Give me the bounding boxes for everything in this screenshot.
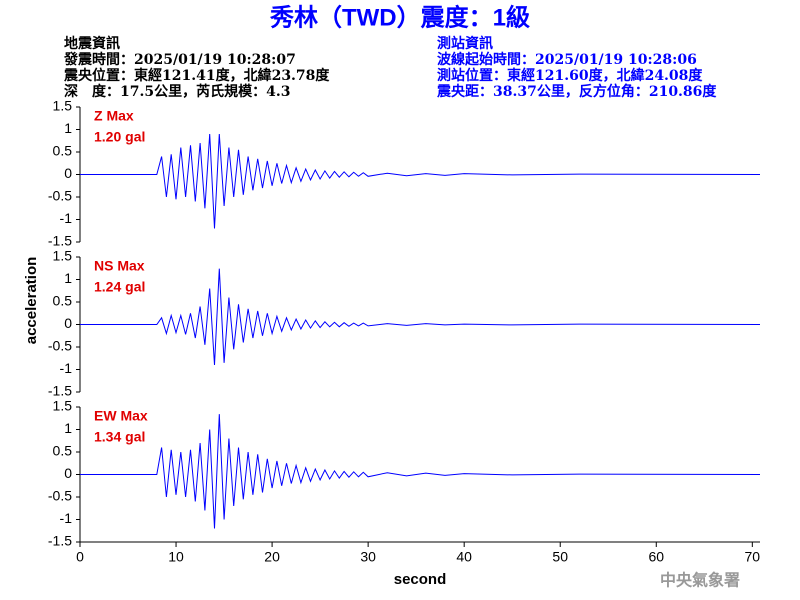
max-value: 1.24 gal <box>94 279 145 295</box>
y-tick-label: -1 <box>60 210 73 226</box>
event-info: 地震資訊 發震時間：2025/01/19 10:28:07 震央位置：東經121… <box>63 35 330 100</box>
station-info: 測站資訊 波線起始時間：2025/01/19 10:28:06 測站位置：東經1… <box>436 35 717 100</box>
y-tick-label: -1.5 <box>48 383 72 399</box>
y-tick-label: 1.5 <box>53 398 73 414</box>
y-tick-label: 0.5 <box>53 293 73 309</box>
x-tick-label: 10 <box>168 549 184 565</box>
x-tick-label: 0 <box>76 549 84 565</box>
max-label: NS Max <box>94 258 145 274</box>
y-tick-label: -0.5 <box>48 488 72 504</box>
y-tick-label: 1.5 <box>53 98 73 114</box>
waveform <box>80 414 761 529</box>
y-tick-label: 0 <box>64 465 72 481</box>
info-line: 測站位置：東經121.60度，北緯24.08度 <box>437 67 703 84</box>
info-line: 波線起始時間：2025/01/19 10:28:06 <box>437 51 697 68</box>
y-axis-label: acceleration <box>23 257 40 345</box>
waveform <box>80 268 761 366</box>
y-tick-label: 1 <box>64 270 72 286</box>
footer: 中央氣象署 <box>660 571 740 590</box>
y-tick-label: 0.5 <box>53 143 73 159</box>
x-tick-label: 40 <box>456 549 472 565</box>
max-label: EW Max <box>94 408 148 424</box>
y-tick-label: -1.5 <box>48 233 72 249</box>
max-value: 1.20 gal <box>94 129 145 145</box>
y-tick-label: 0 <box>64 315 72 331</box>
y-tick-label: 1.5 <box>53 248 73 264</box>
y-tick-label: -0.5 <box>48 188 72 204</box>
y-tick-label: -1.5 <box>48 533 72 549</box>
info-line: 測站資訊 <box>437 35 493 52</box>
x-tick-label: 30 <box>360 549 376 565</box>
y-tick-label: 1 <box>64 420 72 436</box>
info-line: 地震資訊 <box>64 35 120 52</box>
y-tick-label: -0.5 <box>48 338 72 354</box>
y-tick-label: 1 <box>64 120 72 136</box>
info-line: 發震時間：2025/01/19 10:28:07 <box>63 51 296 68</box>
waveform <box>80 133 761 229</box>
x-tick-label: 70 <box>745 549 761 565</box>
info-line: 震央距：38.37公里，反方位角：210.86度 <box>436 83 717 100</box>
y-tick-label: 0 <box>64 165 72 181</box>
x-tick-label: 20 <box>264 549 280 565</box>
max-label: Z Max <box>94 108 134 124</box>
x-axis-label: second <box>394 571 447 588</box>
max-value: 1.34 gal <box>94 429 145 445</box>
x-tick-label: 60 <box>648 549 664 565</box>
y-tick-label: -1 <box>60 510 73 526</box>
title: 秀林（TWD）震度：1級 <box>269 3 530 31</box>
y-tick-label: -1 <box>60 360 73 376</box>
y-tick-label: 0.5 <box>53 443 73 459</box>
info-line: 深 度：17.5公里，芮氏規模：4.3 <box>64 83 290 100</box>
info-line: 震央位置：東經121.41度，北緯23.78度 <box>63 67 330 84</box>
x-tick-label: 50 <box>552 549 568 565</box>
